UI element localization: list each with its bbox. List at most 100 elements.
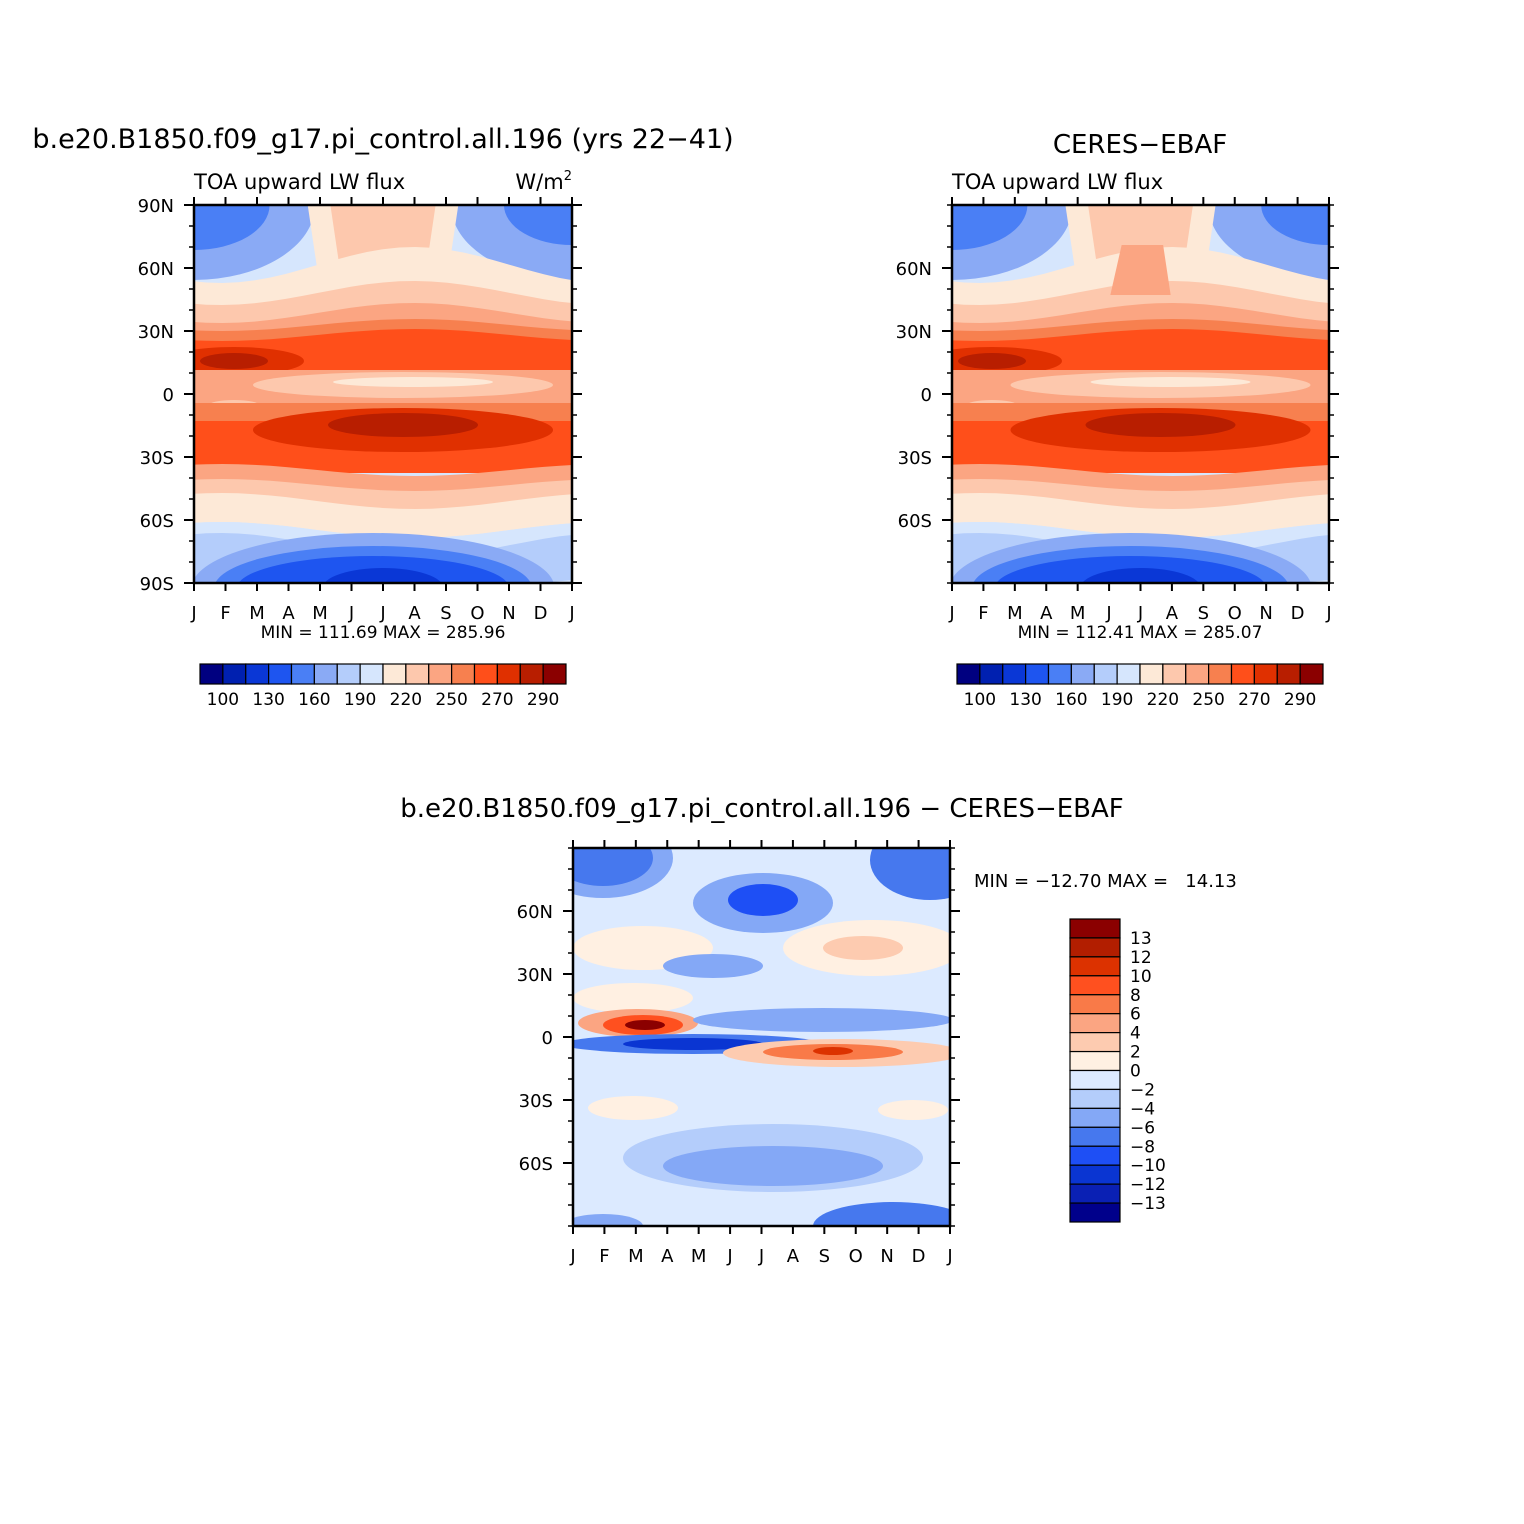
model-variable-label: TOA upward LW flux bbox=[193, 170, 405, 194]
x-tick-label: J bbox=[190, 603, 196, 624]
colorbar-box bbox=[519, 663, 544, 685]
diff-field bbox=[573, 848, 950, 1226]
x-tick-label: D bbox=[1291, 603, 1305, 624]
colorbar-box bbox=[222, 663, 247, 685]
model-units-label: W/m2 bbox=[515, 169, 572, 194]
colorbar-box bbox=[1069, 1050, 1121, 1072]
colorbar-label: 250 bbox=[435, 690, 467, 710]
model-panel-title: b.e20.B1850.f09_g17.pi_control.all.196 (… bbox=[32, 124, 733, 155]
y-tick-label: 30N bbox=[896, 322, 932, 343]
colorbar-box bbox=[1069, 1107, 1121, 1128]
x-tick-label: J bbox=[568, 603, 574, 624]
colorbar-label: −4 bbox=[1130, 1099, 1155, 1119]
colorbar-label: 12 bbox=[1130, 948, 1152, 968]
colorbar-label: 270 bbox=[481, 690, 513, 710]
colorbar-box bbox=[1116, 663, 1141, 685]
colorbar-box bbox=[359, 663, 384, 685]
colorbar-box bbox=[1069, 1164, 1121, 1185]
colorbar-label: 220 bbox=[1147, 690, 1179, 710]
colorbar-label: 13 bbox=[1130, 929, 1152, 949]
colorbar-box bbox=[428, 663, 453, 685]
colorbar-box bbox=[1069, 1202, 1121, 1223]
colorbar-label: 8 bbox=[1130, 986, 1141, 1006]
colorbar-box bbox=[245, 663, 270, 685]
colorbar-label: 220 bbox=[390, 690, 422, 710]
x-tick-label: M bbox=[691, 1246, 707, 1267]
colorbar-box bbox=[1069, 975, 1121, 996]
x-tick-label: F bbox=[220, 603, 230, 624]
obs-min-max-label: MIN = 112.41 MAX = 285.07 bbox=[1018, 623, 1263, 643]
colorbar-box bbox=[1185, 663, 1210, 685]
colorbar-label: 100 bbox=[207, 690, 239, 710]
colorbar-box bbox=[1093, 663, 1118, 685]
model-min-max-label: MIN = 111.69 MAX = 285.96 bbox=[261, 623, 506, 643]
colorbar-box bbox=[1069, 918, 1121, 939]
x-tick-label: O bbox=[1228, 603, 1242, 624]
x-tick-label: J bbox=[1105, 603, 1111, 624]
x-tick-label: S bbox=[440, 603, 451, 624]
y-tick-label: 60N bbox=[138, 259, 174, 280]
colorbar-box bbox=[336, 663, 361, 685]
colorbar-label: 270 bbox=[1238, 690, 1270, 710]
y-tick-label: 60N bbox=[896, 259, 932, 280]
colorbar-box bbox=[1069, 937, 1121, 958]
x-tick-label: J bbox=[569, 1246, 575, 1267]
colorbar-label: 190 bbox=[344, 690, 376, 710]
colorbar-box bbox=[1047, 663, 1072, 685]
x-tick-label: M bbox=[1007, 603, 1023, 624]
colorbar-box bbox=[382, 663, 407, 685]
x-tick-label: A bbox=[1166, 603, 1179, 624]
x-tick-label: O bbox=[470, 603, 484, 624]
x-tick-label: A bbox=[661, 1246, 674, 1267]
y-tick-label: 90N bbox=[138, 196, 174, 217]
y-tick-label: 60N bbox=[517, 902, 553, 923]
x-tick-label: J bbox=[379, 603, 385, 624]
colorbar-box bbox=[451, 663, 476, 685]
x-tick-label: A bbox=[408, 603, 421, 624]
y-tick-label: 30N bbox=[138, 322, 174, 343]
colorbar-box bbox=[956, 663, 981, 685]
colorbar-box bbox=[1069, 956, 1121, 977]
obs-field bbox=[952, 205, 1329, 583]
colorbar-label: −13 bbox=[1130, 1194, 1166, 1214]
obs-colorbar: 100 130 160 190 220 250 270 290 bbox=[956, 663, 1324, 710]
colorbar-label: 190 bbox=[1101, 690, 1133, 710]
y-tick-label: 60S bbox=[898, 511, 932, 532]
obs-panel-title: CERES−EBAF bbox=[1053, 130, 1227, 160]
colorbar-label: 290 bbox=[1284, 690, 1316, 710]
colorbar-label: 0 bbox=[1130, 1062, 1141, 1082]
colorbar-label: 290 bbox=[527, 690, 559, 710]
x-tick-label: N bbox=[880, 1246, 893, 1267]
colorbar-label: 4 bbox=[1130, 1024, 1141, 1044]
y-tick-label: 60S bbox=[140, 511, 174, 532]
diff-contour-layer bbox=[573, 848, 950, 1226]
colorbar-box bbox=[1162, 663, 1187, 685]
y-tick-label: 60S bbox=[519, 1154, 553, 1175]
colorbar-label: 130 bbox=[1009, 690, 1041, 710]
x-tick-label: A bbox=[787, 1246, 800, 1267]
colorbar-label: −2 bbox=[1130, 1080, 1155, 1100]
x-tick-label: M bbox=[1070, 603, 1086, 624]
x-tick-label: A bbox=[282, 603, 295, 624]
obs-variable-label: TOA upward LW flux bbox=[951, 170, 1163, 194]
y-tick-label: 0 bbox=[163, 385, 174, 406]
colorbar-label: −10 bbox=[1130, 1156, 1166, 1176]
colorbar-box bbox=[496, 663, 521, 685]
x-tick-label: J bbox=[726, 1246, 732, 1267]
colorbar-label: 160 bbox=[1055, 690, 1087, 710]
colorbar-box bbox=[199, 663, 224, 685]
colorbar-label: 10 bbox=[1130, 967, 1152, 987]
colorbar-label: 100 bbox=[964, 690, 996, 710]
colorbar-label: −8 bbox=[1130, 1137, 1155, 1157]
colorbar-box bbox=[1069, 1088, 1121, 1109]
model-field bbox=[194, 205, 572, 583]
colorbar-label: −6 bbox=[1130, 1118, 1155, 1138]
x-tick-label: J bbox=[758, 1246, 764, 1267]
colorbar-box bbox=[290, 663, 315, 685]
colorbar-box bbox=[1069, 1032, 1121, 1053]
x-tick-label: J bbox=[1325, 603, 1331, 624]
